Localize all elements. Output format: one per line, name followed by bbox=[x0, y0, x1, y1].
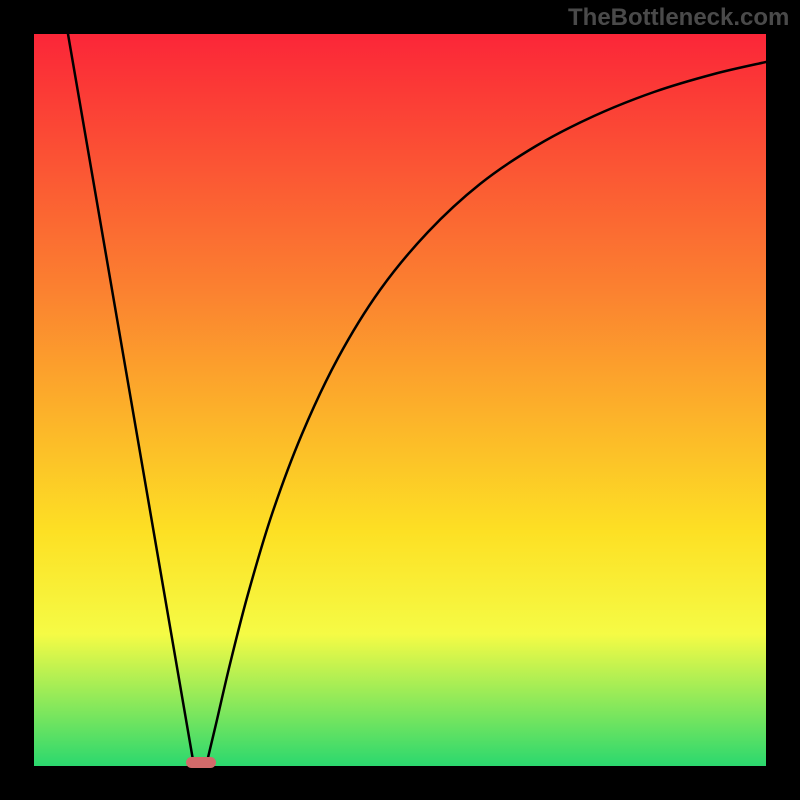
optimal-range-marker bbox=[186, 757, 216, 768]
bottleneck-curve bbox=[34, 34, 766, 766]
watermark-text: TheBottleneck.com bbox=[568, 4, 789, 32]
chart-plot-area bbox=[34, 34, 766, 766]
